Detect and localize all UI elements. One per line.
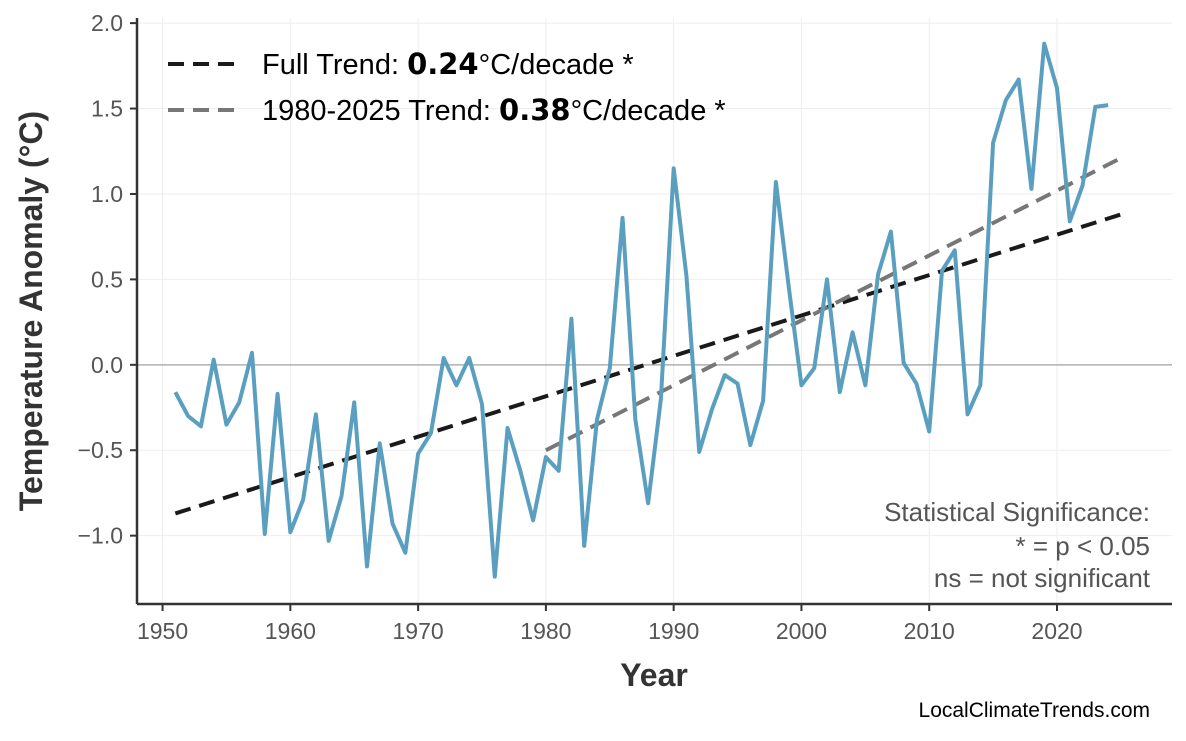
- significance-title: Statistical Significance:: [884, 497, 1150, 527]
- legend: Full Trend: 0.24°C/decade * 1980-2025 Tre…: [168, 47, 726, 127]
- x-axis-label: Year: [620, 657, 688, 693]
- x-tick-label: 1990: [648, 618, 699, 644]
- y-tick-label: −0.5: [78, 437, 123, 463]
- y-tick-label: 1.5: [91, 96, 123, 122]
- x-tick-label: 1960: [265, 618, 316, 644]
- y-axis-label: Temperature Anomaly (°C): [13, 111, 49, 511]
- trend-line: [174, 212, 1122, 516]
- x-tick-label: 1980: [520, 618, 571, 644]
- tick-labels: 1950 1960 1970 1980 1990 2000 2010 2020 −1.0 −0.5…: [78, 10, 1083, 644]
- x-tick-label: 2020: [1031, 618, 1082, 644]
- y-tick-label: 1.0: [91, 181, 123, 207]
- x-tick-label: 1950: [137, 618, 188, 644]
- y-tick-label: 0.0: [91, 352, 123, 378]
- x-tick-label: 1970: [393, 618, 444, 644]
- axes: [130, 18, 1172, 611]
- legend-entry: Full Trend: 0.24°C/decade *: [262, 47, 634, 81]
- x-tick-label: 2000: [776, 618, 827, 644]
- legend-entry: 1980-2025 Trend: 0.38°C/decade *: [262, 93, 726, 127]
- x-tick-label: 2010: [904, 618, 955, 644]
- y-tick-label: 0.5: [91, 266, 123, 292]
- significance-ns: ns = not significant: [934, 563, 1151, 593]
- y-tick-label: −1.0: [78, 523, 123, 549]
- series-line: [173, 41, 1109, 579]
- significance-p: * = p < 0.05: [1016, 531, 1150, 561]
- credit: LocalClimateTrends.com: [919, 699, 1150, 722]
- y-tick-label: 2.0: [91, 10, 123, 36]
- trend-line: [544, 156, 1122, 453]
- trend-lines: [174, 156, 1122, 516]
